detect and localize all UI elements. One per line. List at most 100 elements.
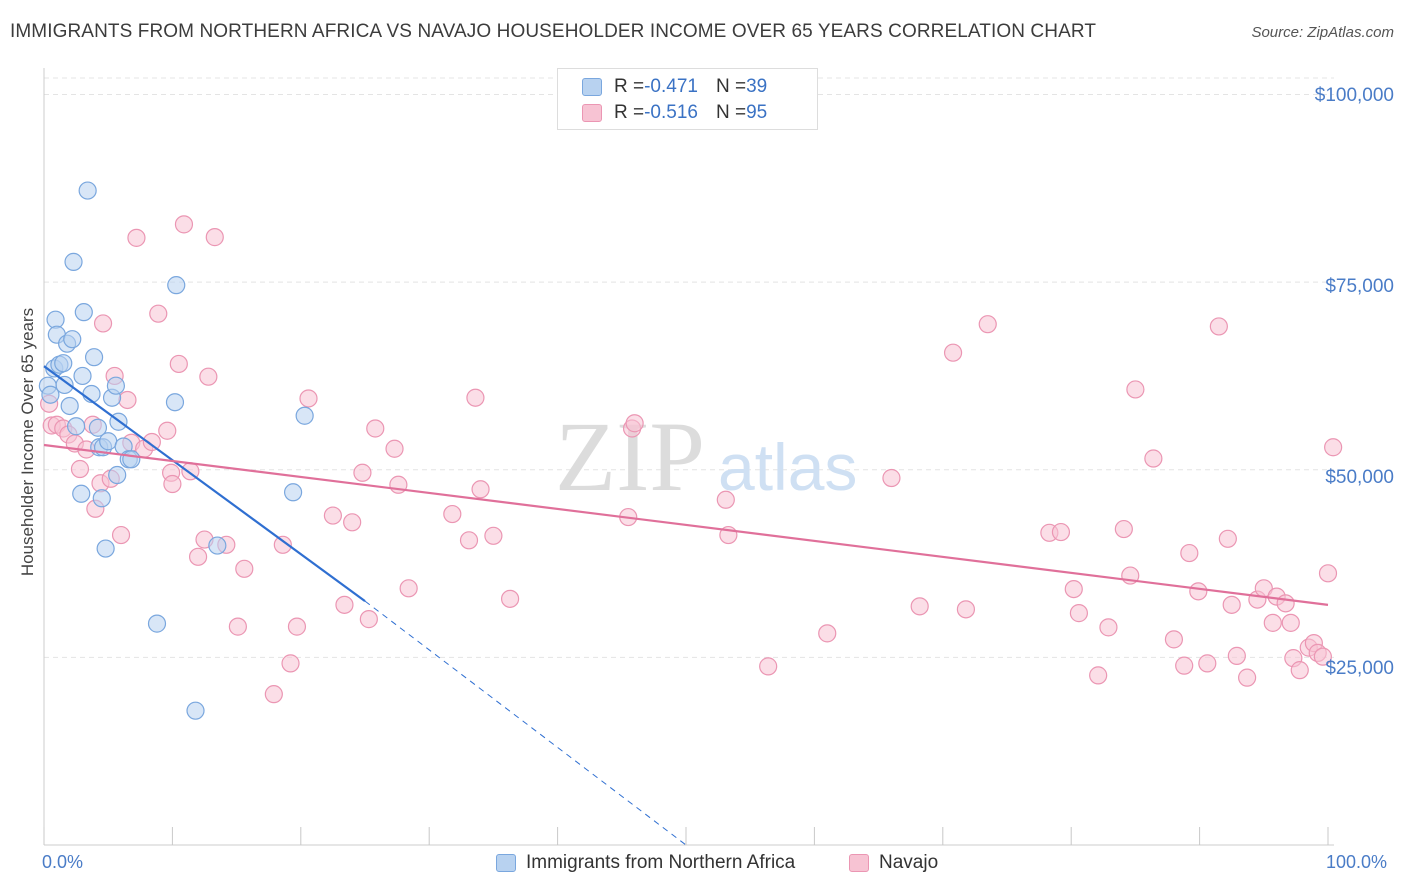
northern-africa-trend-extension	[364, 600, 687, 846]
northern-africa-point	[122, 450, 141, 469]
navajo-point	[158, 421, 177, 440]
navajo-point	[1318, 564, 1338, 583]
legend-row-northern-africa: R = -0.471 N = 39	[582, 75, 767, 99]
navajo-point	[111, 525, 131, 545]
navajo-point	[471, 480, 490, 499]
northern-africa-point	[165, 393, 185, 412]
navajo-point	[228, 617, 247, 636]
navajo-point	[1281, 613, 1300, 632]
northern-africa-point	[208, 536, 227, 555]
y-tick-label-75000: $75,000	[1325, 276, 1394, 297]
navajo-point	[1209, 317, 1228, 336]
navajo-point	[299, 389, 318, 408]
northern-africa-point	[63, 330, 82, 349]
navajo-point	[163, 474, 182, 494]
navajo-point	[264, 685, 283, 704]
navajo-point	[1175, 656, 1194, 675]
navajo-point	[484, 526, 503, 545]
navajo-point	[287, 617, 307, 636]
northern-africa-points	[38, 181, 314, 720]
source-credit: Source: ZipAtlas.com	[1251, 24, 1394, 41]
navajo-point	[169, 354, 188, 374]
legend-row-navajo: R = -0.516 N = 95	[582, 101, 767, 125]
gridlines	[44, 77, 1334, 658]
northern-africa-point	[66, 417, 86, 436]
y-tick-label-100000: $100,000	[1314, 85, 1394, 106]
navajo-point	[1290, 661, 1309, 680]
navajo-point	[459, 531, 479, 550]
navajo-point	[70, 459, 90, 479]
navajo-point	[1218, 529, 1237, 548]
northern-africa-point	[92, 489, 111, 508]
navajo-point	[1051, 522, 1071, 542]
navajo-point	[1227, 646, 1246, 665]
navajo-point	[1089, 666, 1108, 685]
navajo-point	[978, 315, 997, 334]
navajo-point	[910, 597, 929, 616]
navajo-point	[818, 624, 837, 643]
northern-africa-point	[72, 484, 91, 503]
legend-n-label: N =	[715, 76, 747, 97]
watermark-atlas: atlas	[718, 430, 857, 504]
navajo-point	[1198, 654, 1217, 673]
navajo-point	[323, 506, 342, 525]
northern-africa-point	[88, 418, 108, 437]
navajo-point	[127, 228, 146, 247]
legend-n-value: 39	[746, 76, 768, 97]
northern-africa-point	[46, 310, 65, 329]
navajo-point	[956, 600, 976, 619]
correlation-legend: R = -0.471 N = 39 R = -0.516 N = 95	[557, 68, 818, 130]
navajo-point	[335, 595, 354, 614]
northern-africa-trend-line	[43, 365, 366, 602]
navajo-point	[1222, 595, 1241, 614]
y-tick-label-25000: $25,000	[1325, 658, 1394, 679]
watermark: ZIP atlas	[555, 401, 857, 512]
navajo-point	[1313, 647, 1332, 666]
legend-r-value: -0.516	[644, 102, 698, 123]
navajo-point	[500, 589, 520, 608]
northern-africa-point	[147, 614, 167, 633]
northern-africa-point	[167, 276, 186, 295]
navajo-point	[93, 314, 113, 333]
legend-r-value: -0.471	[644, 76, 698, 97]
navajo-point	[1126, 380, 1145, 399]
navajo-point	[1276, 594, 1295, 613]
northern-africa-point	[186, 701, 205, 720]
navajo-points	[40, 215, 1343, 704]
navajo-point	[1069, 604, 1089, 623]
navajo-point	[1114, 519, 1133, 539]
navajo-point	[359, 610, 378, 629]
y-axis-title: Householder Income Over 65 years	[18, 307, 37, 577]
bottom-legend-swatch-navajo	[849, 854, 869, 872]
northern-africa-point	[84, 348, 104, 367]
navajo-point	[1189, 582, 1208, 601]
navajo-point	[235, 559, 254, 578]
navajo-point	[443, 504, 462, 524]
x-tick-label-max: 100.0%	[1326, 852, 1388, 872]
bottom-legend-navajo: Navajo	[849, 852, 938, 874]
bottom-legend-northern-africa: Immigrants from Northern Africa	[496, 852, 795, 874]
northern-africa-point	[106, 376, 126, 395]
navajo-point	[343, 513, 362, 532]
northern-africa-point	[55, 375, 74, 395]
navajo-point	[385, 439, 404, 458]
legend-n-value: 95	[746, 102, 768, 123]
navajo-point	[759, 657, 778, 676]
navajo-point	[273, 535, 292, 554]
navajo-point	[205, 228, 224, 247]
northern-africa-point	[74, 303, 93, 322]
navajo-point	[281, 654, 300, 673]
navajo-point	[943, 343, 963, 362]
navajo-point	[399, 579, 418, 598]
navajo-point	[1064, 579, 1083, 599]
northern-africa-point	[64, 252, 83, 271]
bottom-legend-swatch-northern-africa	[496, 854, 516, 872]
northern-africa-point	[295, 406, 314, 425]
legend-r-label: R =	[614, 76, 645, 97]
northern-africa-point	[54, 354, 73, 373]
navajo-point	[174, 215, 194, 234]
navajo-point	[1263, 613, 1282, 632]
navajo-point	[1180, 543, 1199, 563]
navajo-point	[118, 390, 137, 410]
